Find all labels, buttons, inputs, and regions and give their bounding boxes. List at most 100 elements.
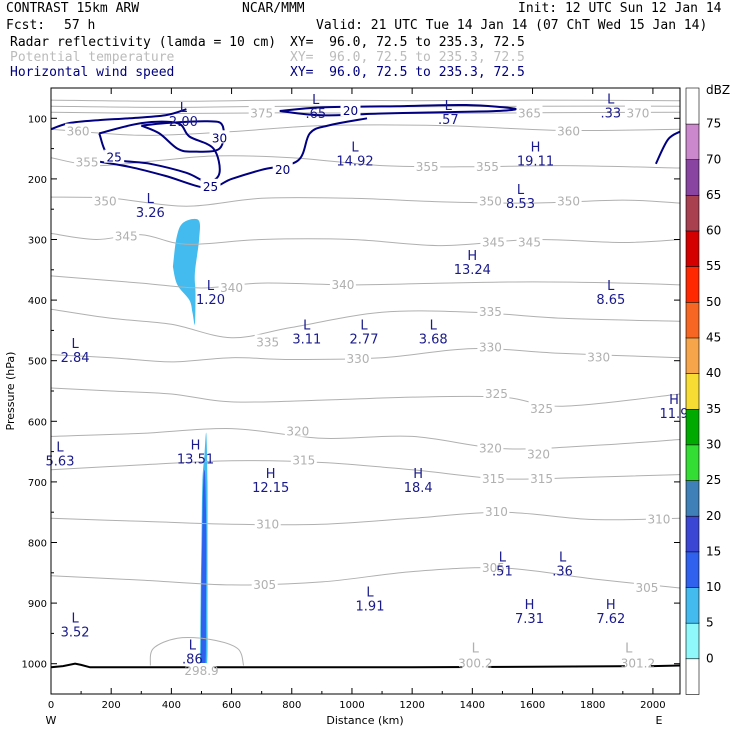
colorbar-level-label: 75 [706,117,721,131]
extremum-value: 2.77 [350,333,379,348]
extremum-value: 11.9 [660,407,689,422]
x-end-label-west: W [46,714,57,727]
theta-contour-350 [50,196,681,207]
theta-label-bg [528,470,555,484]
theta-label: 300.2 [458,657,492,671]
extremum-value: .51 [492,565,513,580]
y-tick-label: 400 [28,296,47,307]
theta-label: 330 [347,352,370,366]
colorbar-level-label: 15 [706,544,721,558]
theta-label: 330 [587,351,610,365]
reflectivity-region [172,218,201,325]
wind-label-bg [272,161,293,175]
theta-label: 345 [115,230,138,244]
theta-label: 315 [530,472,553,486]
y-tick-label: 800 [28,539,47,550]
org-label: NCAR/MMM [242,1,305,16]
colorbar-segment [685,265,700,303]
wind-label-bg [104,149,125,163]
reflectivity-shading [172,218,208,670]
extremum-value: 3.11 [292,333,321,348]
theta-label: 340 [331,278,354,292]
extremum-value: 3.68 [419,333,448,348]
extremum-kind: L [71,337,79,352]
theta-label-bg [284,423,311,437]
theta-label: 310 [647,513,670,527]
theta-label-bg [480,234,507,248]
x-tick-label: 1600 [520,700,545,711]
theta-label-bg [65,123,92,137]
extremum-value: .36 [552,565,573,580]
theta-label-bg [633,580,660,593]
colorbar-level-label: 35 [706,402,721,416]
extremum-kind: L [607,93,615,108]
extremum-value: 3.26 [136,206,165,221]
x-tick-label: 600 [222,700,241,711]
theta-label: 350 [557,194,580,208]
x-tick-label: 1400 [460,700,485,711]
wind-label: 25 [203,180,218,194]
wind-label: 20 [275,163,290,177]
theta-label: 325 [530,402,553,416]
colorbar-segment [685,444,700,481]
theta-contour-320 [50,428,681,450]
y-axis-title: Pressure (hPa) [4,352,17,431]
theta-label-bg [480,560,507,573]
colorbar-level-label: 20 [706,509,721,523]
extremum-kind: L [312,93,320,108]
extremum-value: 14.92 [336,154,373,169]
theta-label-bg [113,228,140,242]
theta-label: 325 [485,387,508,401]
theta-label-bg [477,440,504,454]
theta-label-bg [477,304,504,318]
theta-label-bg [188,663,215,676]
theta-label-bg [477,339,504,353]
colorbar: 0 5 10 15 20 25 30 35 40 45 50 55 60 65 70 75 [685,87,721,695]
extremum-kind: L [607,279,615,294]
extremum-kind: H [525,598,535,613]
colorbar-segment [685,301,700,339]
theta-label-bg [516,105,543,119]
colorbar-segment [685,586,700,624]
wind-label-bg [209,130,230,144]
y-tick-label: 100 [28,114,47,125]
theta-label-bg [345,350,371,364]
field-xy-wind: XY= 96.0, 72.5 to 235.3, 72.5 [290,65,525,80]
extremum-value: .33 [600,107,621,122]
theta-label-bg [480,470,507,484]
colorbar-level-label: 5 [706,616,714,630]
terrain-line [50,662,681,669]
field-name-theta: Potential temperature [10,50,175,65]
theta-label-bg [74,154,101,168]
theta-label: 305 [482,561,505,575]
theta-label-bg [290,452,317,466]
extremum-kind: L [189,639,197,654]
extremum-value: 3.52 [61,625,90,640]
extremum-kind: L [559,551,567,566]
theta-label-bg [254,516,281,530]
theta-label: 315 [482,472,505,486]
colorbar-level-label: 10 [706,580,721,594]
theta-label: 355 [476,160,499,174]
theta-contour-310 [50,511,681,526]
theta-label: 360 [67,125,90,139]
extremum-kind: L [71,611,79,626]
field-name-reflectivity: Radar reflectivity (lamda = 10 cm) [10,35,277,50]
theta-contour-335 [50,308,681,339]
extremum-kind: L [366,585,374,600]
theta-label: 305 [253,578,276,592]
colorbar-segment [685,87,700,125]
x-tick-label: 0 [48,700,54,711]
colorbar-level-label: 60 [706,224,721,238]
colorbar-unit: dBZ [706,83,730,97]
extremum-kind: L [207,279,215,294]
theta-label-bg [516,234,543,248]
extremum-value: 2.84 [61,351,90,366]
colorbar-level-label: 25 [706,473,721,487]
colorbar-segment [685,551,700,588]
theta-label: 320 [479,442,502,456]
field-xy-reflectivity: XY= 96.0, 72.5 to 235.3, 72.5 [290,35,525,50]
colorbar-segment [685,230,700,268]
colorbar-segment [685,372,700,410]
extremum-kind: L [56,440,64,455]
